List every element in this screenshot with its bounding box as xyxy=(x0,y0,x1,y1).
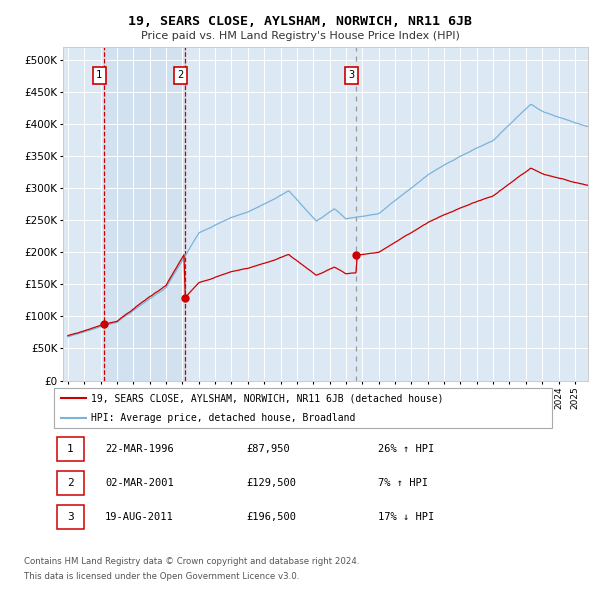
Bar xyxy=(56,505,85,529)
Text: 22-MAR-1996: 22-MAR-1996 xyxy=(105,444,174,454)
Text: 17% ↓ HPI: 17% ↓ HPI xyxy=(378,512,434,522)
Text: HPI: Average price, detached house, Broadland: HPI: Average price, detached house, Broa… xyxy=(91,413,356,422)
Text: 3: 3 xyxy=(348,70,355,80)
Text: This data is licensed under the Open Government Licence v3.0.: This data is licensed under the Open Gov… xyxy=(24,572,299,581)
Text: 7% ↑ HPI: 7% ↑ HPI xyxy=(378,478,428,487)
Text: 02-MAR-2001: 02-MAR-2001 xyxy=(105,478,174,487)
Text: 3: 3 xyxy=(67,512,74,522)
Text: 2: 2 xyxy=(177,70,184,80)
Text: 19, SEARS CLOSE, AYLSHAM, NORWICH, NR11 6JB (detached house): 19, SEARS CLOSE, AYLSHAM, NORWICH, NR11 … xyxy=(91,394,444,404)
Text: 26% ↑ HPI: 26% ↑ HPI xyxy=(378,444,434,454)
Text: 19, SEARS CLOSE, AYLSHAM, NORWICH, NR11 6JB: 19, SEARS CLOSE, AYLSHAM, NORWICH, NR11 … xyxy=(128,15,472,28)
Text: 1: 1 xyxy=(96,70,103,80)
Text: £87,950: £87,950 xyxy=(246,444,290,454)
Text: £196,500: £196,500 xyxy=(246,512,296,522)
Bar xyxy=(104,47,185,381)
Text: 1: 1 xyxy=(67,444,74,454)
Bar xyxy=(56,471,85,494)
Text: £129,500: £129,500 xyxy=(246,478,296,487)
Text: Contains HM Land Registry data © Crown copyright and database right 2024.: Contains HM Land Registry data © Crown c… xyxy=(24,558,359,566)
Bar xyxy=(56,437,85,461)
Text: 19-AUG-2011: 19-AUG-2011 xyxy=(105,512,174,522)
Text: 2: 2 xyxy=(67,478,74,487)
Text: Price paid vs. HM Land Registry's House Price Index (HPI): Price paid vs. HM Land Registry's House … xyxy=(140,31,460,41)
